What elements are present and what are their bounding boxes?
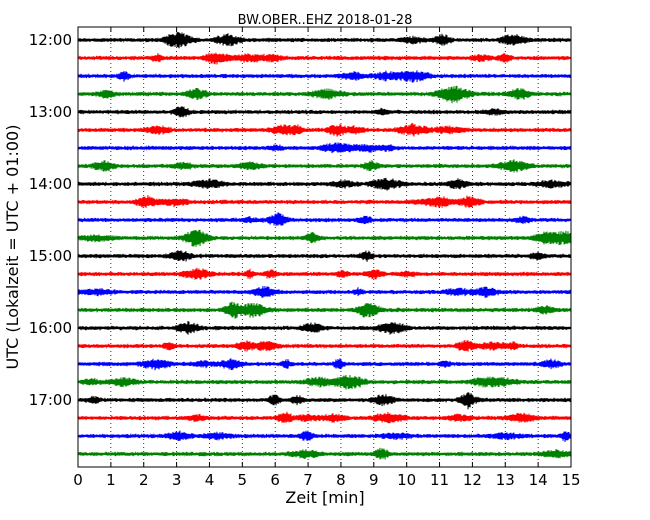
x-tick-label: 8 — [336, 471, 346, 489]
plot-frame — [77, 26, 572, 468]
seismic-trace — [77, 301, 572, 319]
x-tick-label: 11 — [430, 471, 449, 489]
trace-group — [77, 31, 572, 460]
seismic-trace — [77, 122, 572, 137]
y-tick-label: 13:00 — [29, 103, 72, 121]
x-tick-label: 4 — [205, 471, 215, 489]
x-tick-label: 1 — [106, 471, 116, 489]
seismic-trace — [77, 70, 572, 83]
seismic-trace — [77, 250, 572, 262]
y-tick-label: 16:00 — [29, 319, 72, 337]
seismic-trace — [77, 142, 572, 154]
seismic-trace — [77, 374, 572, 390]
seismic-trace — [77, 106, 572, 118]
seismic-trace — [77, 31, 572, 49]
y-axis-label: UTC (Lokalzeit = UTC + 01:00) — [3, 125, 22, 370]
y-tick-label: 15:00 — [29, 247, 72, 265]
x-tick-label: 7 — [303, 471, 313, 489]
seismic-trace — [77, 340, 572, 352]
x-tick-label: 14 — [529, 471, 548, 489]
seismic-trace — [77, 212, 572, 227]
x-tick-label: 15 — [561, 471, 580, 489]
seismic-trace — [77, 52, 572, 65]
seismic-trace — [77, 267, 572, 280]
x-tick-label: 9 — [369, 471, 379, 489]
seismic-trace — [77, 447, 572, 460]
seismic-trace — [77, 320, 572, 335]
x-tick-label: 0 — [73, 471, 83, 489]
y-tick-label: 12:00 — [29, 31, 72, 49]
seismic-trace — [77, 430, 572, 443]
y-tick-label: 14:00 — [29, 175, 72, 193]
x-tick-label: 2 — [139, 471, 149, 489]
grid-lines — [110, 27, 539, 467]
seismic-trace — [77, 358, 572, 371]
seismic-trace — [77, 285, 572, 298]
seismic-trace — [77, 195, 572, 208]
x-axis-label: Zeit [min] — [285, 488, 364, 507]
x-tick-label: 12 — [463, 471, 482, 489]
seismic-trace — [77, 177, 572, 191]
seismic-trace — [77, 159, 572, 173]
y-tick-label: 17:00 — [29, 391, 72, 409]
seismic-trace — [77, 411, 572, 424]
x-tick-label: 5 — [238, 471, 248, 489]
seismic-trace — [77, 85, 572, 104]
x-axis-ticks: 0 1 2 3 4 5 6 7 8 9 10 11 12 13 14 15 — [73, 27, 581, 489]
seismic-trace — [77, 229, 572, 247]
seismic-trace — [77, 392, 572, 410]
chart-title: BW.OBER..EHZ 2018-01-28 — [238, 13, 413, 28]
y-axis-ticks: 12:00 13:00 14:00 15:00 16:00 17:00 — [29, 31, 571, 409]
x-tick-label: 13 — [496, 471, 515, 489]
x-tick-label: 10 — [397, 471, 416, 489]
x-tick-label: 6 — [270, 471, 280, 489]
x-tick-label: 3 — [172, 471, 182, 489]
